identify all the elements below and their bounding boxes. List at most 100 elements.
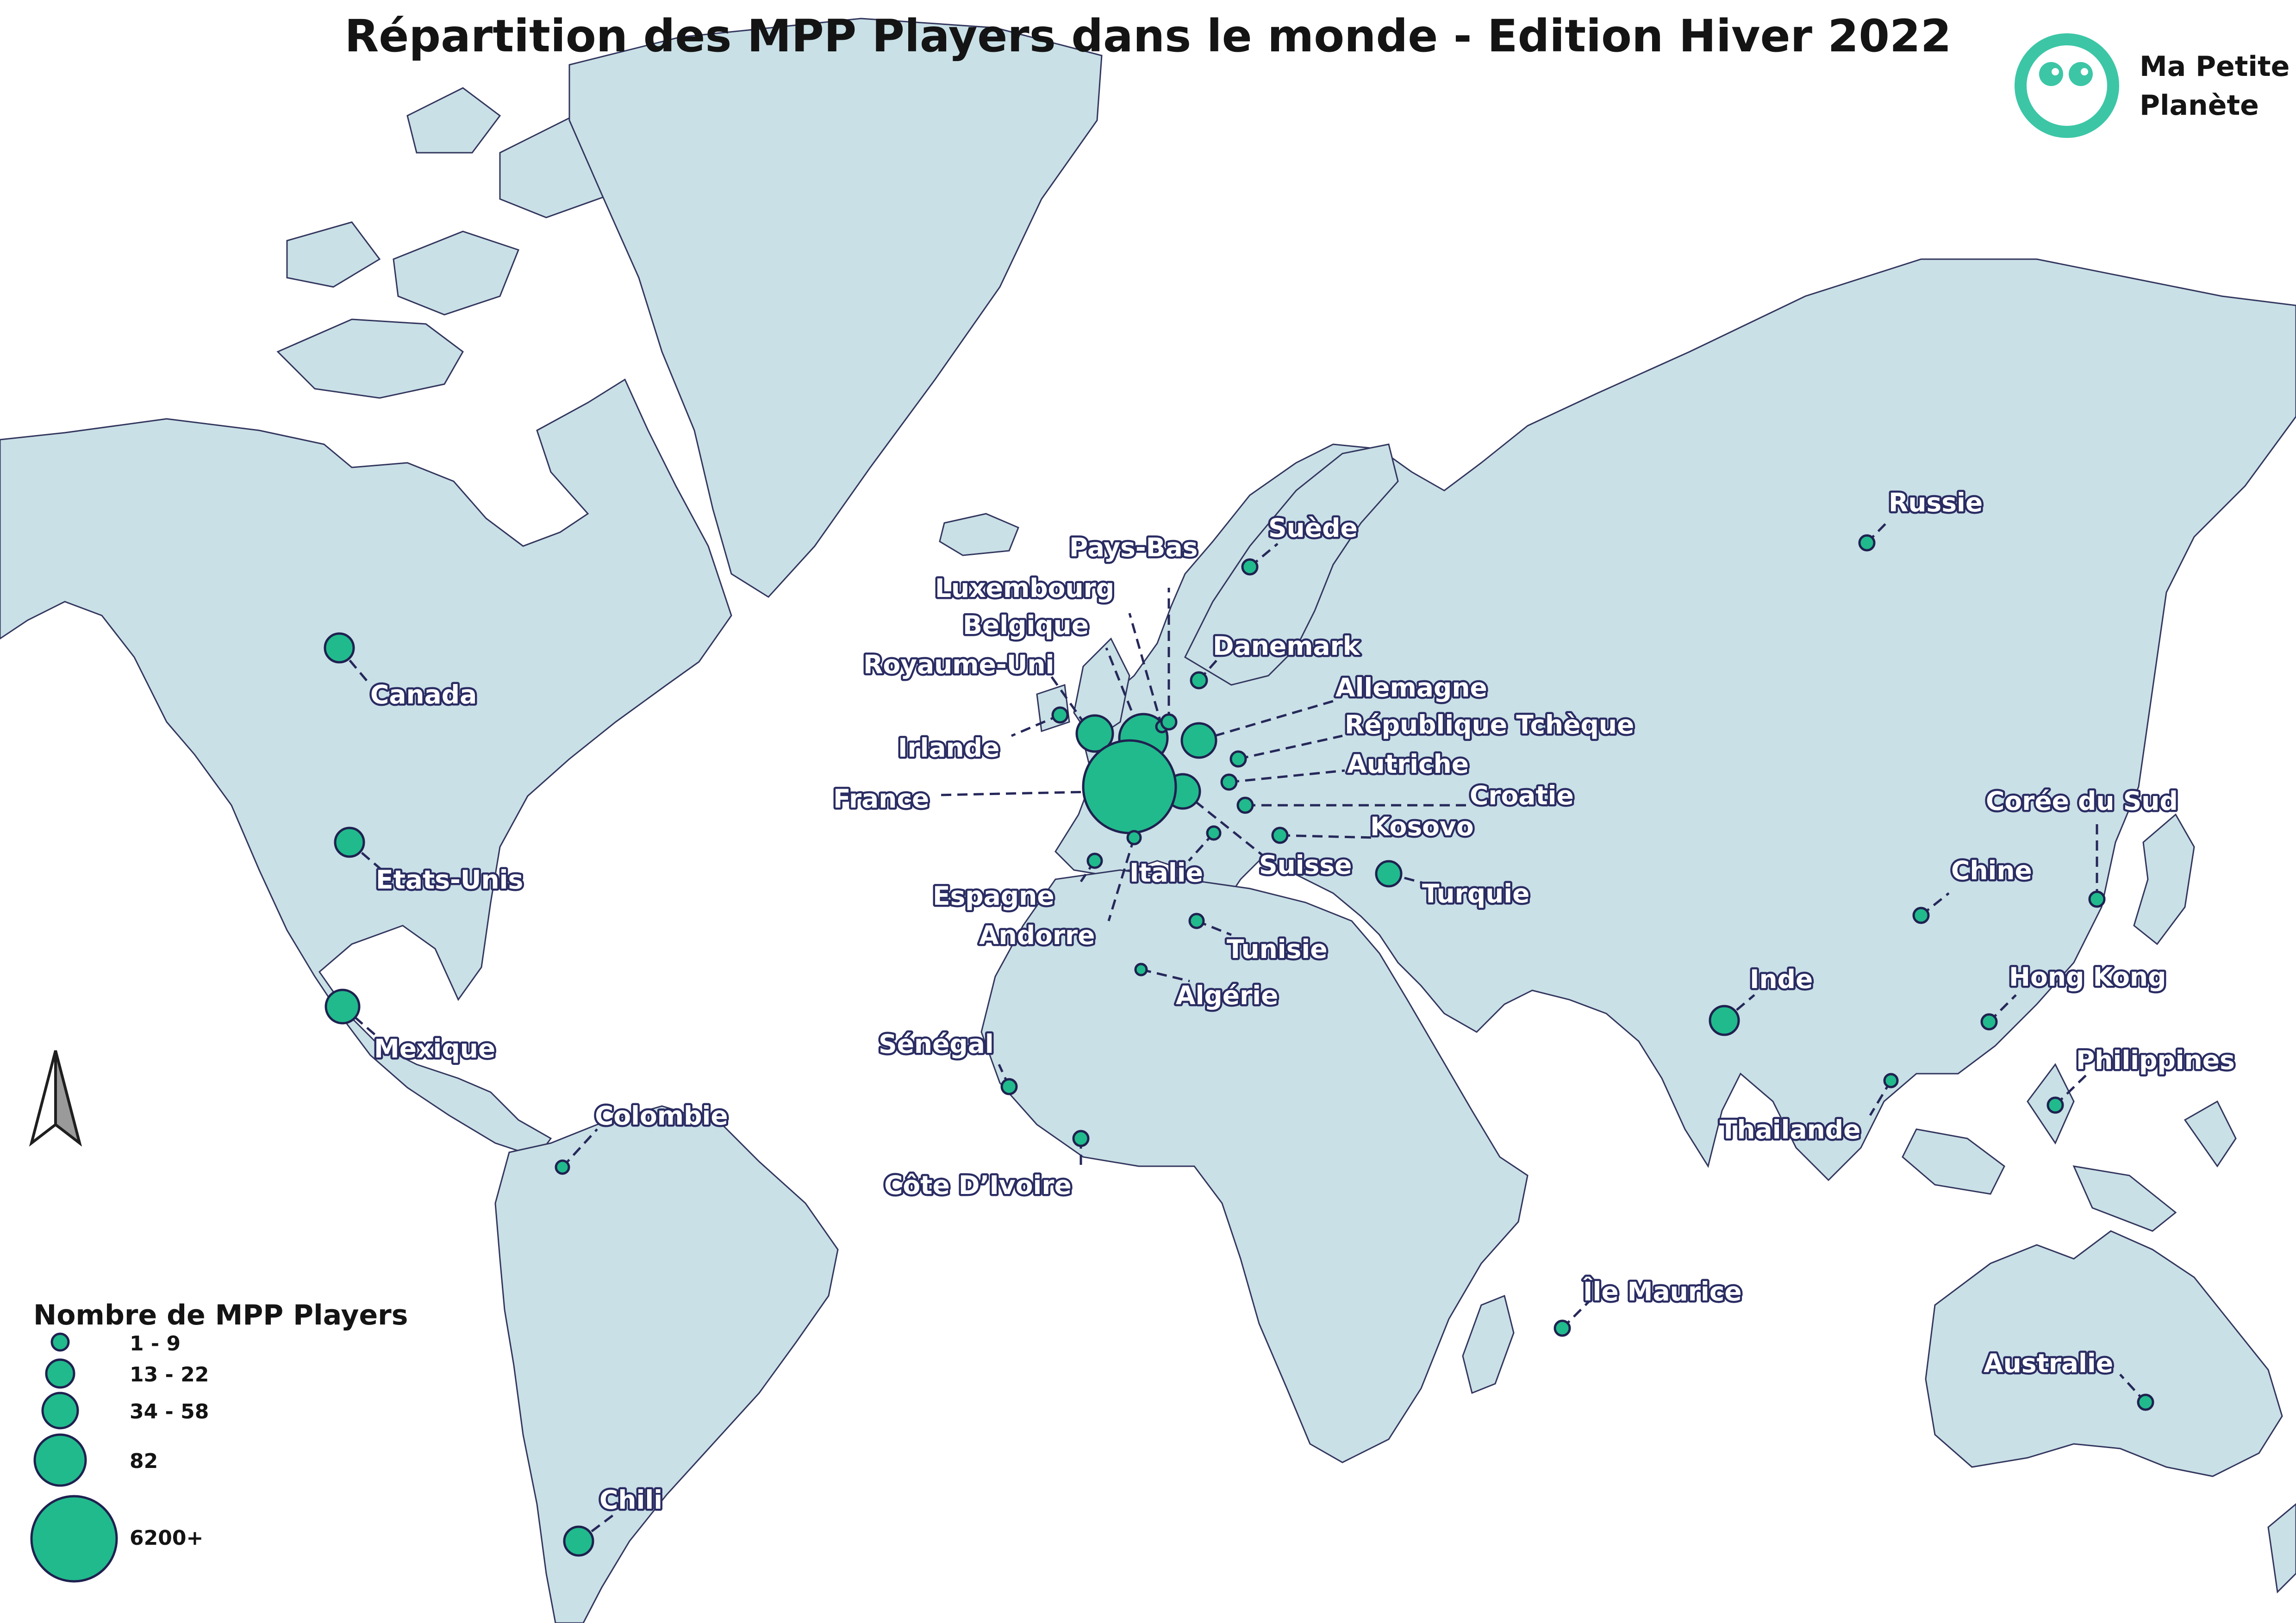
label-russie: Russie: [1889, 488, 1983, 517]
marker-chine[interactable]: [1912, 907, 1930, 924]
marker-irlande[interactable]: [1051, 706, 1069, 724]
label-hong-kong: Hong Kong: [2009, 962, 2166, 992]
marker-pays-bas[interactable]: [1160, 713, 1178, 731]
marker-andorre[interactable]: [1126, 830, 1142, 846]
madagascar-landmass: [1462, 1294, 1515, 1394]
marker-france[interactable]: [1082, 739, 1177, 834]
label-senegal: Sénégal: [879, 1029, 994, 1059]
label-algerie: Algérie: [1176, 981, 1278, 1010]
legend-label-5: 6200+: [130, 1526, 203, 1550]
leader-rep-tcheque: [1238, 734, 1343, 760]
label-france: France: [833, 784, 929, 814]
marker-allemagne[interactable]: [1180, 722, 1217, 759]
label-irlande: Irlande: [898, 733, 999, 763]
marker-inde[interactable]: [1709, 1005, 1740, 1036]
label-autriche: Autriche: [1347, 749, 1469, 779]
north-arrow-icon: [29, 1050, 82, 1147]
marker-australie[interactable]: [2137, 1393, 2154, 1411]
japan-landmass: [2133, 813, 2195, 945]
marker-royaume-uni[interactable]: [1075, 714, 1114, 753]
marker-mexique[interactable]: [324, 989, 361, 1025]
scandinavia-landmass: [1184, 443, 1399, 686]
africa-landmass: [980, 869, 1529, 1463]
marker-algerie[interactable]: [1134, 963, 1148, 976]
logo-line-2: Planète: [2140, 89, 2259, 122]
marker-thailande[interactable]: [1883, 1073, 1899, 1088]
legend: Nombre de MPP Players 1 - 9 13 - 22 34 -…: [30, 1299, 408, 1583]
label-coree-du-sud: Corée du Sud: [1986, 786, 2178, 816]
legend-symbol-2: [45, 1358, 75, 1389]
label-pays-bas: Pays-Bas: [1069, 533, 1198, 562]
marker-senegal[interactable]: [1000, 1078, 1018, 1095]
label-belgique: Belgique: [963, 610, 1089, 640]
iceland-landmass: [939, 513, 1019, 556]
legend-label-3: 34 - 58: [130, 1400, 209, 1424]
leader-andorre: [1107, 837, 1136, 921]
page-title: Répartition des MPP Players dans le mond…: [344, 10, 1952, 62]
leader-irlande: [1011, 714, 1061, 737]
marker-philippines[interactable]: [2046, 1096, 2064, 1114]
marker-russie[interactable]: [1858, 534, 1876, 552]
logo-line-1: Ma Petite: [2140, 50, 2290, 83]
leader-luxembourg: [1128, 613, 1163, 727]
label-rep-tcheque: République Tchèque: [1345, 710, 1634, 740]
legend-symbol-1: [50, 1332, 70, 1352]
label-royaume-uni: Royaume-Uni: [863, 650, 1054, 679]
marker-suede[interactable]: [1241, 558, 1259, 576]
marker-hong-kong[interactable]: [1980, 1013, 1998, 1031]
label-etats-unis: Etats-Unis: [376, 865, 523, 895]
legend-label-4: 82: [130, 1449, 158, 1473]
label-suisse: Suisse: [1259, 850, 1352, 880]
marker-italie[interactable]: [1206, 825, 1222, 841]
leader-royaume-uni: [1049, 675, 1096, 739]
label-australie: Australie: [1984, 1349, 2113, 1378]
marker-kosovo[interactable]: [1271, 827, 1289, 844]
country-labels: Canada Etats-Unis Mexique Colombie Chili…: [368, 486, 2237, 1517]
label-kosovo: Kosovo: [1370, 812, 1474, 841]
label-danemark: Danemark: [1213, 631, 1360, 661]
leader-allemagne: [1198, 700, 1334, 742]
label-chili: Chili: [599, 1485, 662, 1515]
marker-etats-unis[interactable]: [334, 827, 365, 858]
legend-symbol-4: [33, 1433, 87, 1487]
label-allemagne: Allemagne: [1335, 673, 1487, 703]
legend-symbol-5: [30, 1495, 118, 1583]
marker-canada[interactable]: [324, 632, 355, 664]
marker-colombie[interactable]: [555, 1159, 570, 1175]
label-turquie: Turquie: [1422, 879, 1529, 908]
marker-autriche[interactable]: [1220, 773, 1238, 791]
label-andorre: Andorre: [979, 920, 1095, 950]
label-suede: Suède: [1268, 513, 1358, 543]
label-italie: Italie: [1129, 858, 1203, 888]
australia-landmass: [1925, 1230, 2283, 1477]
label-inde: Inde: [1750, 964, 1813, 994]
label-croatie: Croatie: [1470, 781, 1574, 810]
marker-chili[interactable]: [563, 1525, 594, 1557]
marker-coree-du-sud[interactable]: [2088, 890, 2106, 908]
label-thailande: Thailande: [1720, 1115, 1860, 1144]
marker-croatie[interactable]: [1236, 796, 1254, 814]
land-masses: [0, 18, 2296, 1623]
label-colombie: Colombie: [595, 1101, 728, 1131]
label-luxembourg: Luxembourg: [935, 573, 1114, 603]
greenland-landmass: [568, 18, 1103, 598]
marker-cote-divoire[interactable]: [1072, 1130, 1090, 1147]
label-cote-divoire: Côte D’Ivoire: [884, 1170, 1072, 1200]
legend-label-1: 1 - 9: [130, 1332, 181, 1356]
label-mexique: Mexique: [374, 1034, 495, 1063]
markers: [324, 534, 2154, 1557]
southeast-asia-islands: [1902, 1063, 2237, 1232]
label-tunisie: Tunisie: [1227, 934, 1328, 964]
label-chine: Chine: [1951, 856, 2032, 885]
marker-tunisie[interactable]: [1188, 913, 1205, 929]
label-philippines: Philippines: [2076, 1045, 2235, 1075]
marker-ile-maurice[interactable]: [1554, 1319, 1571, 1337]
leader-autriche: [1229, 769, 1345, 784]
north-america-landmass: [0, 378, 732, 1158]
label-canada: Canada: [370, 680, 477, 709]
marker-rep-tcheque[interactable]: [1229, 750, 1247, 768]
marker-turquie[interactable]: [1375, 860, 1403, 888]
marker-danemark[interactable]: [1190, 671, 1208, 690]
marker-espagne[interactable]: [1086, 852, 1103, 869]
